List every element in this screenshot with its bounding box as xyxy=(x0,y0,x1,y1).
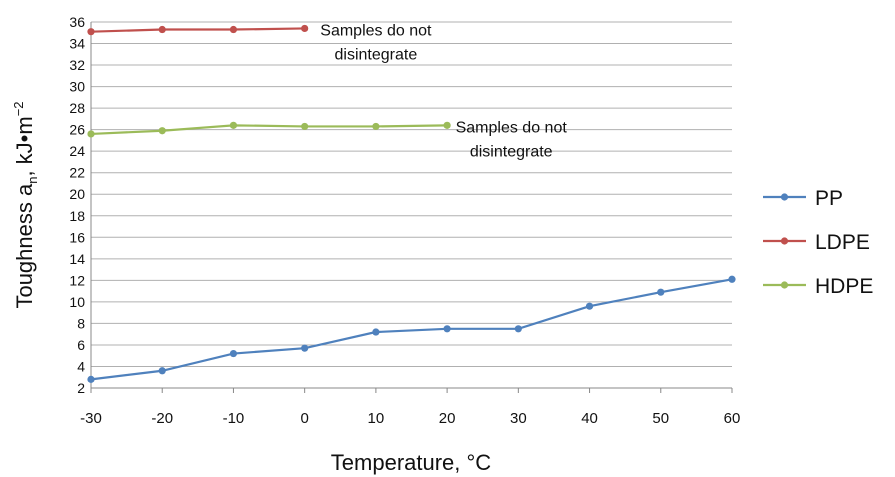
y-tick-label: 6 xyxy=(77,337,85,353)
data-point-pp xyxy=(585,302,594,310)
data-point-hdpe xyxy=(158,127,166,135)
y-tick-label: 16 xyxy=(69,229,85,245)
x-tick-label: 40 xyxy=(581,410,598,427)
data-point-pp xyxy=(372,328,380,336)
x-tick-label: 20 xyxy=(439,410,456,427)
data-point-pp xyxy=(301,344,309,352)
x-tick-label: 0 xyxy=(300,410,308,427)
legend-marker-ldpe xyxy=(780,237,789,245)
y-tick-label: 34 xyxy=(69,36,85,52)
y-axis-title-tail: , kJ•m xyxy=(12,116,37,176)
data-point-pp xyxy=(657,288,665,296)
y-tick-label: 30 xyxy=(69,79,85,95)
axes xyxy=(90,22,733,393)
x-tick-label: -10 xyxy=(223,410,245,427)
x-tick-labels: -30 -20 -10 0 10 20 30 40 50 60 xyxy=(80,410,740,427)
y-tick-label: 8 xyxy=(77,315,85,331)
series-line-pp xyxy=(90,278,733,381)
y-tick-label: 18 xyxy=(69,208,85,224)
y-axis-title-superscript: −2 xyxy=(11,101,26,116)
data-point-pp xyxy=(158,367,166,375)
y-tick-label: 20 xyxy=(69,186,85,202)
y-tick-label: 14 xyxy=(69,251,85,267)
x-tick-label: 30 xyxy=(510,410,527,427)
y-tick-label: 36 xyxy=(69,14,85,30)
series-line-hdpe xyxy=(90,124,448,136)
y-tick-label: 12 xyxy=(69,272,85,288)
data-point-ldpe xyxy=(87,28,95,36)
legend-label-ldpe: LDPE xyxy=(815,231,870,254)
data-point-ldpe xyxy=(158,25,166,34)
data-point-pp xyxy=(87,375,95,383)
data-point-ldpe xyxy=(229,25,238,34)
y-axis-title: Toughness an, kJ•m−2 xyxy=(11,101,40,308)
x-tick-label: 60 xyxy=(724,410,741,427)
legend-label-hdpe: HDPE xyxy=(815,275,873,298)
data-point-hdpe xyxy=(87,130,95,138)
y-tick-label: 28 xyxy=(69,100,85,116)
data-point-pp xyxy=(229,349,238,358)
y-tick-label: 2 xyxy=(77,380,85,396)
y-tick-label: 26 xyxy=(69,122,85,138)
y-axis-title-subscript: n xyxy=(25,177,40,184)
legend: PP LDPE HDPE xyxy=(763,187,873,298)
legend-label-pp: PP xyxy=(815,187,843,210)
y-tick-label: 24 xyxy=(69,143,85,159)
x-tick-label: 10 xyxy=(368,410,385,427)
x-tick-label: 50 xyxy=(652,410,669,427)
y-tick-label: 4 xyxy=(77,358,85,374)
annotations: Samples do not disintegrate Samples do not… xyxy=(320,22,567,160)
x-axis-title: Temperature, °C xyxy=(331,450,492,475)
gridlines xyxy=(91,21,732,389)
data-point-hdpe xyxy=(443,121,451,129)
data-point-ldpe xyxy=(301,24,309,33)
series-line-ldpe xyxy=(90,27,305,33)
annotation-text: disintegrate xyxy=(335,46,418,63)
legend-marker-hdpe xyxy=(780,281,789,289)
y-tick-label: 22 xyxy=(69,165,85,181)
series xyxy=(87,24,736,383)
data-point-pp xyxy=(443,325,451,333)
y-tick-label: 32 xyxy=(69,57,85,73)
y-tick-label: 10 xyxy=(69,294,85,310)
annotation-text: Samples do not xyxy=(320,22,432,39)
x-tick-label: -30 xyxy=(80,410,102,427)
x-tick-label: -20 xyxy=(151,410,173,427)
legend-marker-pp xyxy=(780,193,789,201)
annotation-text: Samples do not xyxy=(456,119,568,136)
data-point-pp xyxy=(728,275,736,283)
y-axis-title-main: Toughness a xyxy=(12,183,37,309)
data-point-hdpe xyxy=(372,122,380,131)
annotation-text: disintegrate xyxy=(470,143,553,160)
data-point-hdpe xyxy=(229,121,238,129)
data-point-pp xyxy=(514,325,522,333)
data-point-hdpe xyxy=(301,122,309,131)
